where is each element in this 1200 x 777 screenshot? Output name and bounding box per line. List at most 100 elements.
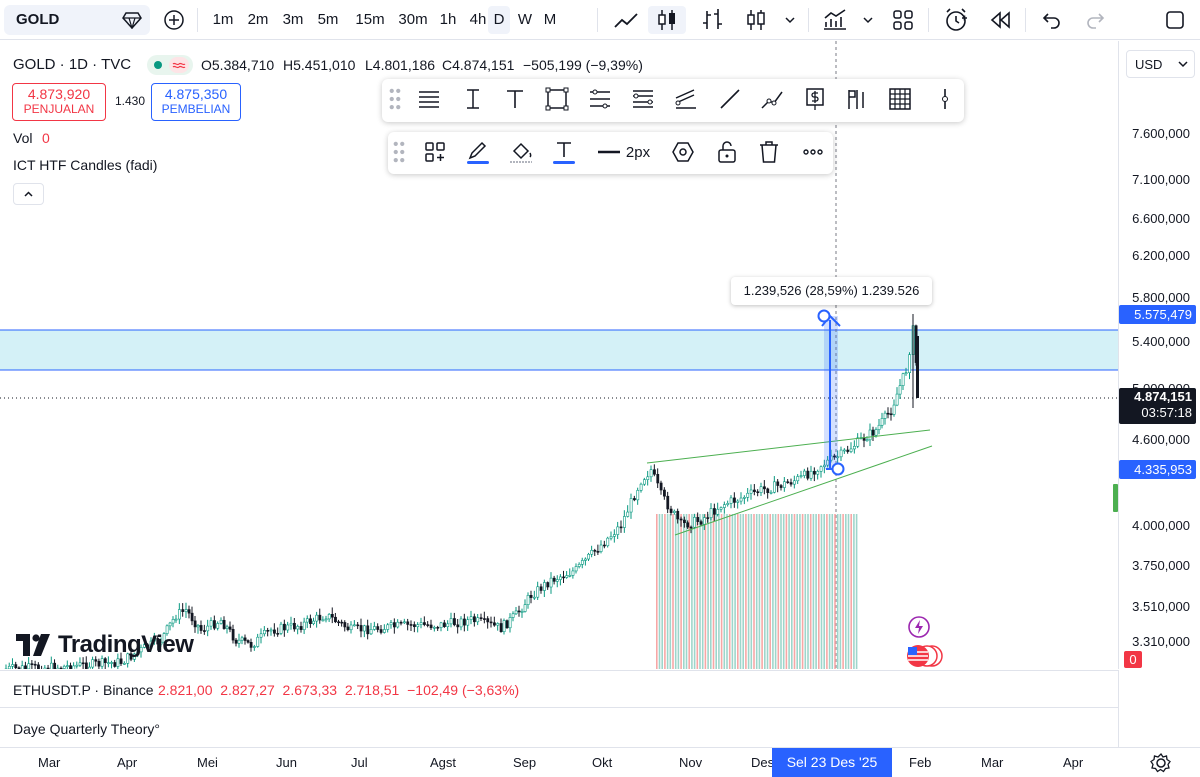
- chevron-down-icon: [785, 17, 795, 24]
- lock-button[interactable]: [712, 132, 742, 172]
- candle-body: [555, 579, 559, 582]
- volume-stripe: [853, 514, 855, 669]
- buy-button[interactable]: 4.875,350 PEMBELIAN: [151, 83, 241, 121]
- grid-tool[interactable]: [885, 79, 915, 119]
- candle-body: [633, 498, 636, 501]
- candle-chart-button[interactable]: [648, 6, 686, 34]
- measure-handle-bottom[interactable]: [831, 462, 845, 476]
- volume-stripe: [801, 514, 804, 669]
- interval-D[interactable]: D: [488, 6, 510, 34]
- measure-handle-top[interactable]: [817, 309, 831, 323]
- price-chart[interactable]: [0, 41, 1118, 669]
- paint-bucket-icon: [510, 142, 532, 163]
- supply-zone[interactable]: [0, 330, 1118, 370]
- fullscreen-button[interactable]: [1160, 6, 1190, 34]
- candle-body: [656, 473, 660, 484]
- fill-color-button[interactable]: [506, 132, 536, 172]
- collapse-legend-button[interactable]: [13, 183, 44, 205]
- volume-stripe: [674, 514, 677, 669]
- volume-stripe: [707, 514, 709, 669]
- candle-body: [901, 373, 905, 386]
- legend-symbol-title[interactable]: GOLD · 1D · TVC: [13, 56, 132, 73]
- text-tool[interactable]: [500, 79, 530, 119]
- candle-body: [568, 575, 572, 577]
- interval-15m[interactable]: 15m: [355, 11, 385, 28]
- candle-body: [489, 621, 493, 624]
- interval-1h[interactable]: 1h: [439, 11, 457, 28]
- candle-body: [302, 621, 306, 630]
- symbol-search[interactable]: GOLD: [4, 5, 150, 35]
- regression-tool[interactable]: [671, 79, 701, 119]
- trendline-upper[interactable]: [646, 429, 931, 464]
- price-tag-measure-bottom: 4.335,953: [1119, 460, 1196, 479]
- us-flag-events-icon[interactable]: [904, 643, 944, 669]
- sell-button[interactable]: 4.873,920 PENJUALAN: [12, 83, 106, 121]
- fib-retracement-tool[interactable]: [585, 79, 615, 119]
- candle-body: [184, 609, 188, 612]
- candle-body: [419, 622, 423, 625]
- trendline-lower[interactable]: [674, 445, 933, 536]
- interval-5m[interactable]: 5m: [317, 11, 339, 28]
- vertical-line-tool[interactable]: [930, 79, 960, 119]
- replay-button[interactable]: [984, 6, 1016, 34]
- diamond-icon[interactable]: [122, 11, 142, 29]
- volume-label[interactable]: Vol: [13, 130, 33, 146]
- drag-handle[interactable]: [390, 132, 408, 172]
- candle-body: [190, 612, 194, 622]
- text-color-button[interactable]: [549, 132, 579, 172]
- chart-settings-icon[interactable]: [1150, 752, 1172, 774]
- path-tool[interactable]: [757, 79, 787, 119]
- settings-button[interactable]: [668, 132, 698, 172]
- daye-indicator-title[interactable]: Daye Quarterly Theory°: [13, 721, 160, 737]
- indicator-name[interactable]: ICT HTF Candles (fadi): [13, 157, 158, 173]
- price-axis[interactable]: USD 7.600,000 7.100,000 6.600,000 6.200,000…: [1113, 41, 1200, 669]
- interval-3m[interactable]: 3m: [282, 11, 304, 28]
- delete-button[interactable]: [754, 132, 784, 172]
- candle-body: [849, 448, 853, 452]
- eth-symbol-title[interactable]: ETHUSDT.P · Binance: [13, 682, 154, 698]
- hollow-candle-button[interactable]: [740, 6, 772, 34]
- line-width-icon: [597, 150, 620, 154]
- price-label-tool[interactable]: [800, 79, 830, 119]
- price-range-tool[interactable]: [458, 79, 488, 119]
- volume-stripe: [834, 514, 836, 669]
- line-chart-button[interactable]: [610, 6, 642, 34]
- time-axis[interactable]: Mar Apr Mei Jun Jul Agst Sep Okt Nov Des Feb Mar Apr…: [0, 747, 1200, 777]
- market-status-icon[interactable]: [147, 55, 193, 75]
- fib-extension-tool[interactable]: [628, 79, 658, 119]
- indicators-dropdown[interactable]: [858, 6, 878, 34]
- candle-body: [216, 623, 220, 629]
- undo-button[interactable]: [1037, 6, 1067, 34]
- candle-body: [865, 439, 869, 442]
- more-button[interactable]: [798, 132, 828, 172]
- indicators-button[interactable]: [818, 6, 852, 34]
- add-symbol-button[interactable]: [160, 6, 188, 34]
- interval-W[interactable]: W: [517, 11, 533, 28]
- interval-30m[interactable]: 30m: [398, 11, 428, 28]
- drag-handle[interactable]: [386, 79, 404, 119]
- line-width-label: 2px: [625, 143, 651, 161]
- redo-button[interactable]: [1080, 6, 1110, 34]
- price-label: 7.600,000: [1132, 126, 1190, 141]
- alert-button[interactable]: [940, 6, 972, 34]
- candle-body: [892, 404, 896, 415]
- interval-M[interactable]: M: [543, 11, 557, 28]
- flag-tool[interactable]: [841, 79, 871, 119]
- chart-pane[interactable]: GOLD · 1D · TVC O5.384,710 H5.451,010 L4…: [0, 41, 1118, 669]
- candle-body: [403, 621, 406, 624]
- trend-line-tool[interactable]: [715, 79, 745, 119]
- line-width-button[interactable]: 2px: [594, 132, 654, 172]
- lightning-icon[interactable]: [907, 615, 931, 639]
- line-color-button[interactable]: [463, 132, 493, 172]
- interval-2m[interactable]: 2m: [247, 11, 269, 28]
- layout-button[interactable]: [888, 6, 918, 34]
- chart-type-dropdown[interactable]: [780, 6, 800, 34]
- horizontal-lines-tool[interactable]: [414, 79, 444, 119]
- rectangle-tool[interactable]: [542, 79, 572, 119]
- currency-dropdown[interactable]: USD: [1126, 50, 1195, 78]
- templates-button[interactable]: [420, 132, 450, 172]
- interval-1m[interactable]: 1m: [212, 11, 234, 28]
- interval-4h[interactable]: 4h: [469, 11, 487, 28]
- bar-chart-button[interactable]: [697, 6, 729, 34]
- candle-body: [33, 663, 37, 666]
